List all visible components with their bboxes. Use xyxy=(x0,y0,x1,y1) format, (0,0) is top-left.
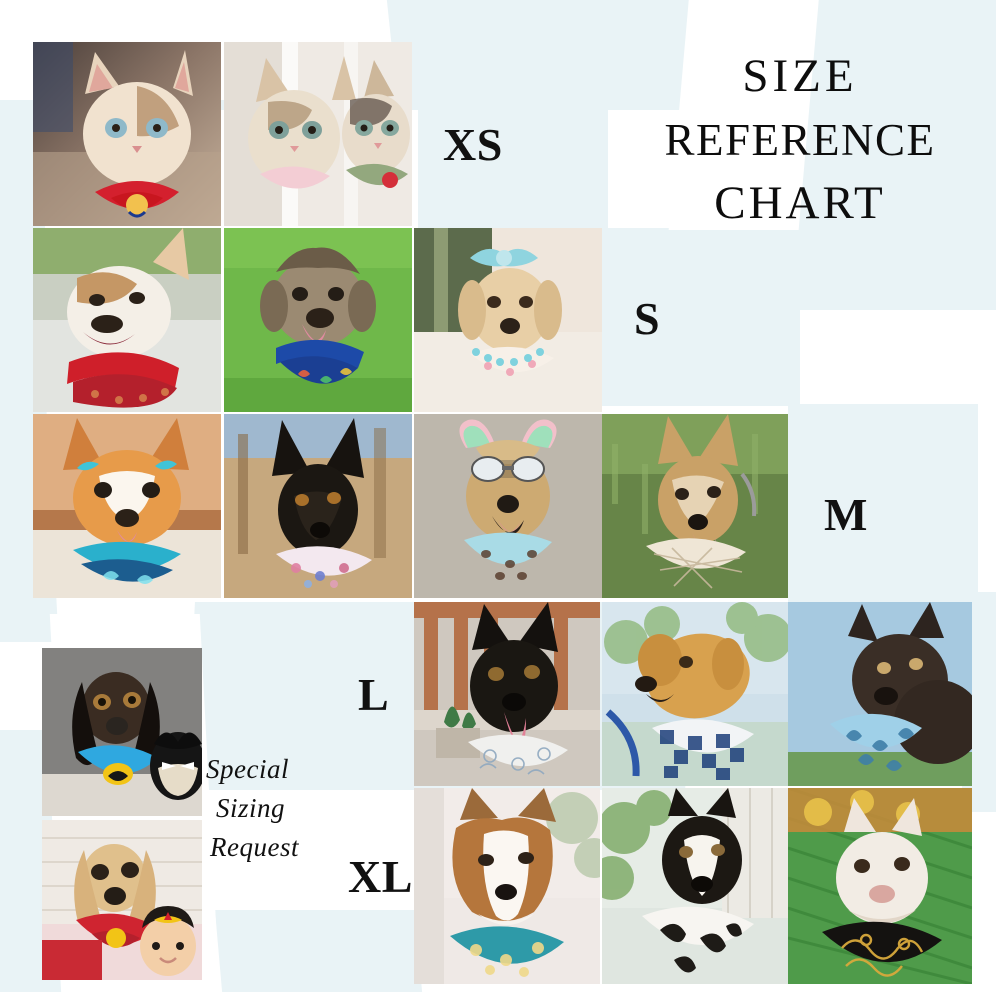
calico-cat-photo xyxy=(33,42,221,226)
black-dog-tongue-photo xyxy=(414,602,600,786)
size-label-xs: XS xyxy=(443,119,503,170)
pet-photo[interactable] xyxy=(414,228,602,412)
pet-photo[interactable] xyxy=(414,602,600,786)
two-tabby-cats-photo xyxy=(224,42,412,226)
pet-photo[interactable] xyxy=(33,228,221,412)
black-kelpie-photo xyxy=(224,414,412,598)
border-collie-cow-print-photo xyxy=(602,788,788,984)
background-accent-block xyxy=(418,104,608,230)
title-line: REFERENCE xyxy=(664,114,936,165)
size-label-m: M xyxy=(824,489,868,540)
sheltie-photo xyxy=(414,788,600,984)
special-sizing-line: Sizing xyxy=(216,793,286,824)
title-line: CHART xyxy=(714,176,886,229)
german-shepherd-photo xyxy=(602,414,788,598)
pet-photo[interactable] xyxy=(788,602,972,786)
corgi-photo xyxy=(33,414,221,598)
pet-photo[interactable] xyxy=(224,414,412,598)
size-label-s: S xyxy=(634,293,661,344)
pet-photo[interactable] xyxy=(42,820,202,980)
background-accent-block xyxy=(600,228,800,406)
pet-photo[interactable] xyxy=(602,788,788,984)
dachshund-batman-photo xyxy=(42,648,202,816)
pet-photo[interactable] xyxy=(602,602,788,786)
white-pitbull-photo xyxy=(788,788,972,984)
pet-photo[interactable] xyxy=(42,648,202,816)
doodle-sunglasses-photo xyxy=(414,414,602,598)
pet-photo[interactable] xyxy=(414,414,602,598)
page-title: SIZE REFERENCE CHART xyxy=(610,44,990,236)
background-accent-block xyxy=(788,404,978,626)
pet-photo[interactable] xyxy=(602,414,788,598)
pet-photo[interactable] xyxy=(33,42,221,226)
scruffy-terrier-photo xyxy=(224,228,412,412)
pet-photo[interactable] xyxy=(33,414,221,598)
size-label-l: L xyxy=(358,669,390,720)
chihuahua-photo xyxy=(33,228,221,412)
pet-photo[interactable] xyxy=(224,228,412,412)
pet-photo[interactable] xyxy=(224,42,412,226)
pit-bull-blue-floral-photo xyxy=(788,602,972,786)
special-sizing-line: Special xyxy=(206,754,289,784)
golden-retriever-bow-photo xyxy=(414,228,602,412)
pet-photo[interactable] xyxy=(788,788,972,984)
cream-dachshund-wonder-woman-photo xyxy=(42,820,202,980)
special-sizing-request-label: Special Sizing Request xyxy=(206,750,386,867)
special-sizing-line: Request xyxy=(210,832,299,863)
title-line: SIZE xyxy=(742,50,858,102)
size-label-xl: XL xyxy=(348,851,413,902)
pet-photo[interactable] xyxy=(414,788,600,984)
golden-retriever-gingham-photo xyxy=(602,602,788,786)
